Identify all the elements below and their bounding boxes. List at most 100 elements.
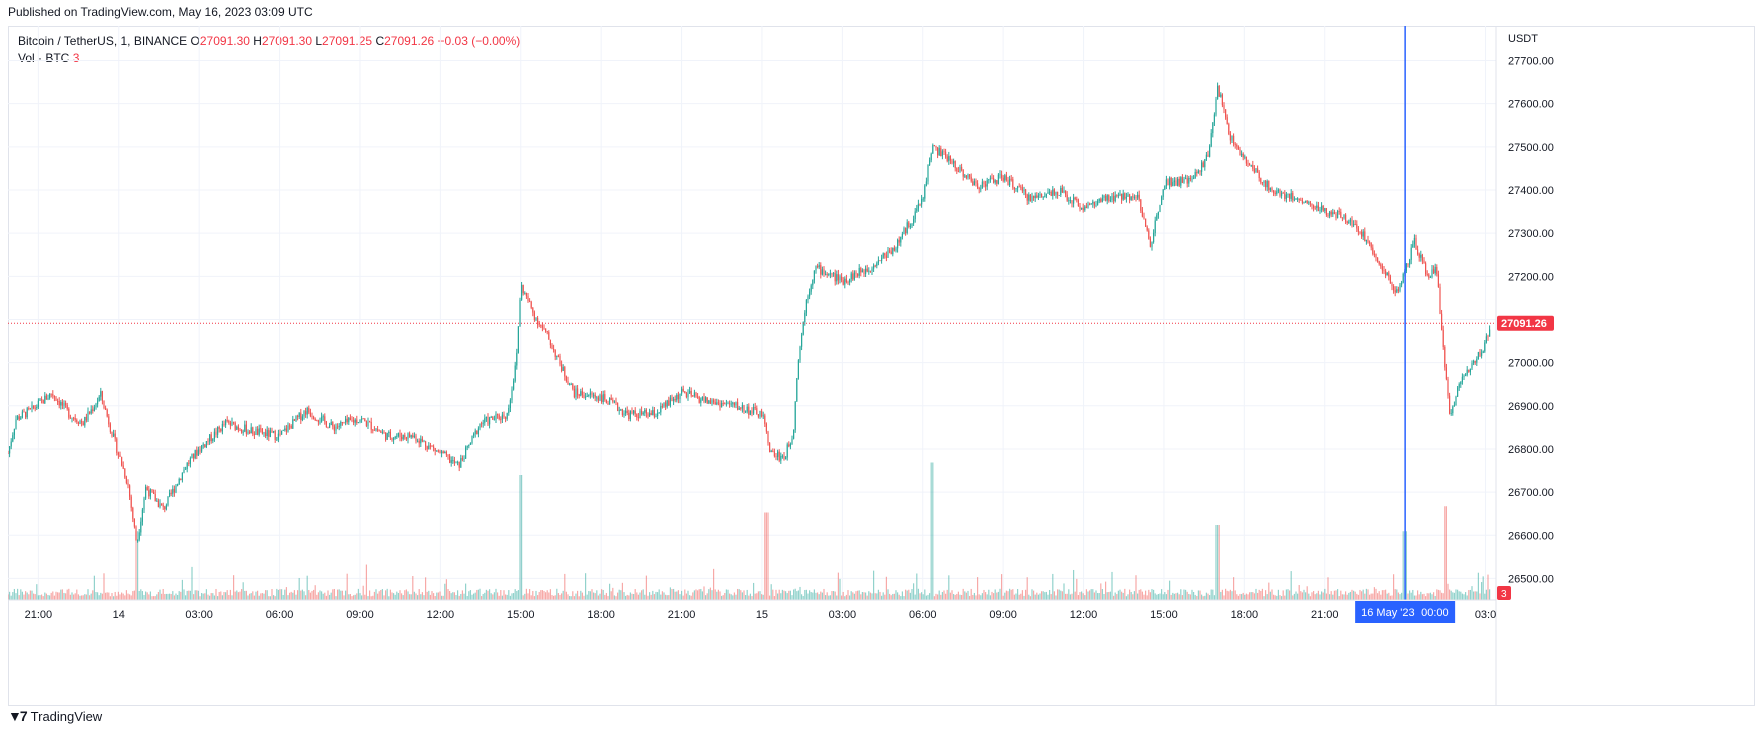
candle-body bbox=[674, 399, 676, 401]
candle-body bbox=[1255, 168, 1257, 173]
candle-body bbox=[117, 452, 119, 455]
volume-bar bbox=[1017, 589, 1019, 600]
candle-body bbox=[242, 431, 244, 433]
volume-bar bbox=[1103, 593, 1105, 600]
time-axis[interactable]: 21:00 14 03:00 06:00 09:00 12:00 15:00 18:00 21:… bbox=[25, 609, 1497, 621]
candle-body bbox=[903, 228, 905, 234]
volume-bar bbox=[589, 591, 591, 600]
volume-bar bbox=[1298, 585, 1300, 600]
volume-bar bbox=[1447, 583, 1449, 600]
candle-body bbox=[1461, 376, 1463, 382]
time-tick-label: 21:00 bbox=[668, 609, 696, 621]
candle-body bbox=[93, 407, 95, 411]
volume-bar bbox=[137, 531, 139, 600]
candle-body bbox=[333, 426, 335, 431]
volume-bar bbox=[242, 582, 244, 600]
candle-body bbox=[197, 449, 199, 456]
volume-bar bbox=[815, 592, 817, 600]
candle-body bbox=[330, 422, 332, 426]
volume-bar bbox=[965, 592, 967, 600]
volume-bar bbox=[761, 594, 763, 600]
volume-bar bbox=[1343, 594, 1345, 600]
volume-bar bbox=[1178, 594, 1180, 600]
volume-bar bbox=[1073, 569, 1075, 600]
candle-body bbox=[804, 312, 806, 323]
volume-bar bbox=[111, 593, 113, 600]
candle-body bbox=[745, 411, 747, 413]
candle-body bbox=[233, 421, 235, 423]
volume-bar bbox=[653, 594, 655, 600]
candle-body bbox=[636, 414, 638, 418]
candle-body bbox=[508, 408, 510, 414]
volume-bar bbox=[927, 594, 929, 600]
candle-body bbox=[964, 175, 966, 177]
candle-body bbox=[514, 365, 516, 382]
volume-bar bbox=[1018, 594, 1020, 600]
candle-body bbox=[738, 408, 740, 410]
volume-bar bbox=[1153, 589, 1155, 600]
volume-bar bbox=[130, 595, 132, 600]
candle-body bbox=[1189, 177, 1191, 180]
volume-bar bbox=[1407, 593, 1409, 600]
candle-body bbox=[437, 450, 439, 452]
volume-bar bbox=[106, 592, 108, 600]
volume-bar bbox=[853, 593, 855, 600]
volume-bar bbox=[849, 595, 851, 600]
candle-body bbox=[644, 409, 646, 413]
candle-body bbox=[266, 429, 268, 437]
volume-bar bbox=[1177, 592, 1179, 600]
candle-body bbox=[985, 184, 987, 187]
candle-body bbox=[253, 434, 255, 435]
candle-body bbox=[468, 444, 470, 447]
footer-brand[interactable]: ▼7 TradingView bbox=[8, 708, 102, 724]
volume-bar bbox=[689, 595, 691, 600]
candle-body bbox=[353, 420, 355, 423]
candle-body bbox=[1322, 205, 1324, 211]
volume-bar bbox=[924, 589, 926, 600]
last-price-label: 27091.26 bbox=[1501, 318, 1547, 330]
volume-bar bbox=[1194, 594, 1196, 600]
volume-bar bbox=[708, 589, 710, 600]
candle-body bbox=[113, 433, 115, 437]
candle-body bbox=[581, 391, 583, 395]
volume-bar bbox=[1010, 589, 1012, 600]
candle-body bbox=[213, 431, 215, 439]
volume-bar bbox=[565, 591, 567, 600]
candle-body bbox=[277, 433, 279, 440]
legend-symbol[interactable]: Bitcoin / TetherUS, 1, BINANCE bbox=[18, 34, 188, 48]
volume-bar bbox=[767, 512, 769, 600]
candle-body bbox=[1474, 361, 1476, 363]
candle-body bbox=[487, 416, 489, 425]
volume-bar bbox=[66, 589, 68, 600]
candle-body bbox=[69, 417, 71, 419]
candle-body bbox=[740, 408, 742, 410]
candle-body bbox=[601, 395, 603, 402]
volume-bar bbox=[476, 589, 478, 600]
price-chart[interactable]: USDT 26500.0026600.0026700.0026800.00269… bbox=[8, 26, 1755, 706]
volume-bar bbox=[1370, 593, 1372, 600]
volume-bar bbox=[313, 589, 315, 600]
volume-bar bbox=[17, 588, 19, 600]
candle-body bbox=[1100, 198, 1102, 202]
candle-body bbox=[1281, 192, 1283, 196]
candle-body bbox=[1049, 191, 1051, 193]
candle-body bbox=[641, 410, 643, 415]
candle-body bbox=[265, 432, 267, 437]
candle-body bbox=[1306, 200, 1308, 204]
volume-bar bbox=[1034, 594, 1036, 600]
candle-body bbox=[204, 444, 206, 448]
candle-body bbox=[1221, 94, 1223, 106]
legend-volume-label[interactable]: Vol · BTC bbox=[18, 51, 70, 65]
volume-bar bbox=[940, 594, 942, 600]
volume-bar bbox=[1364, 593, 1366, 600]
volume-bar bbox=[945, 593, 947, 600]
candle-body bbox=[1383, 270, 1385, 272]
candle-body bbox=[631, 411, 633, 414]
volume-bar bbox=[535, 590, 537, 600]
candle-body bbox=[159, 503, 161, 508]
volume-bar bbox=[1258, 589, 1260, 600]
candle-body bbox=[1193, 178, 1195, 180]
volume-bar bbox=[402, 595, 404, 600]
volume-bar bbox=[637, 594, 639, 600]
candle-body bbox=[10, 441, 12, 447]
